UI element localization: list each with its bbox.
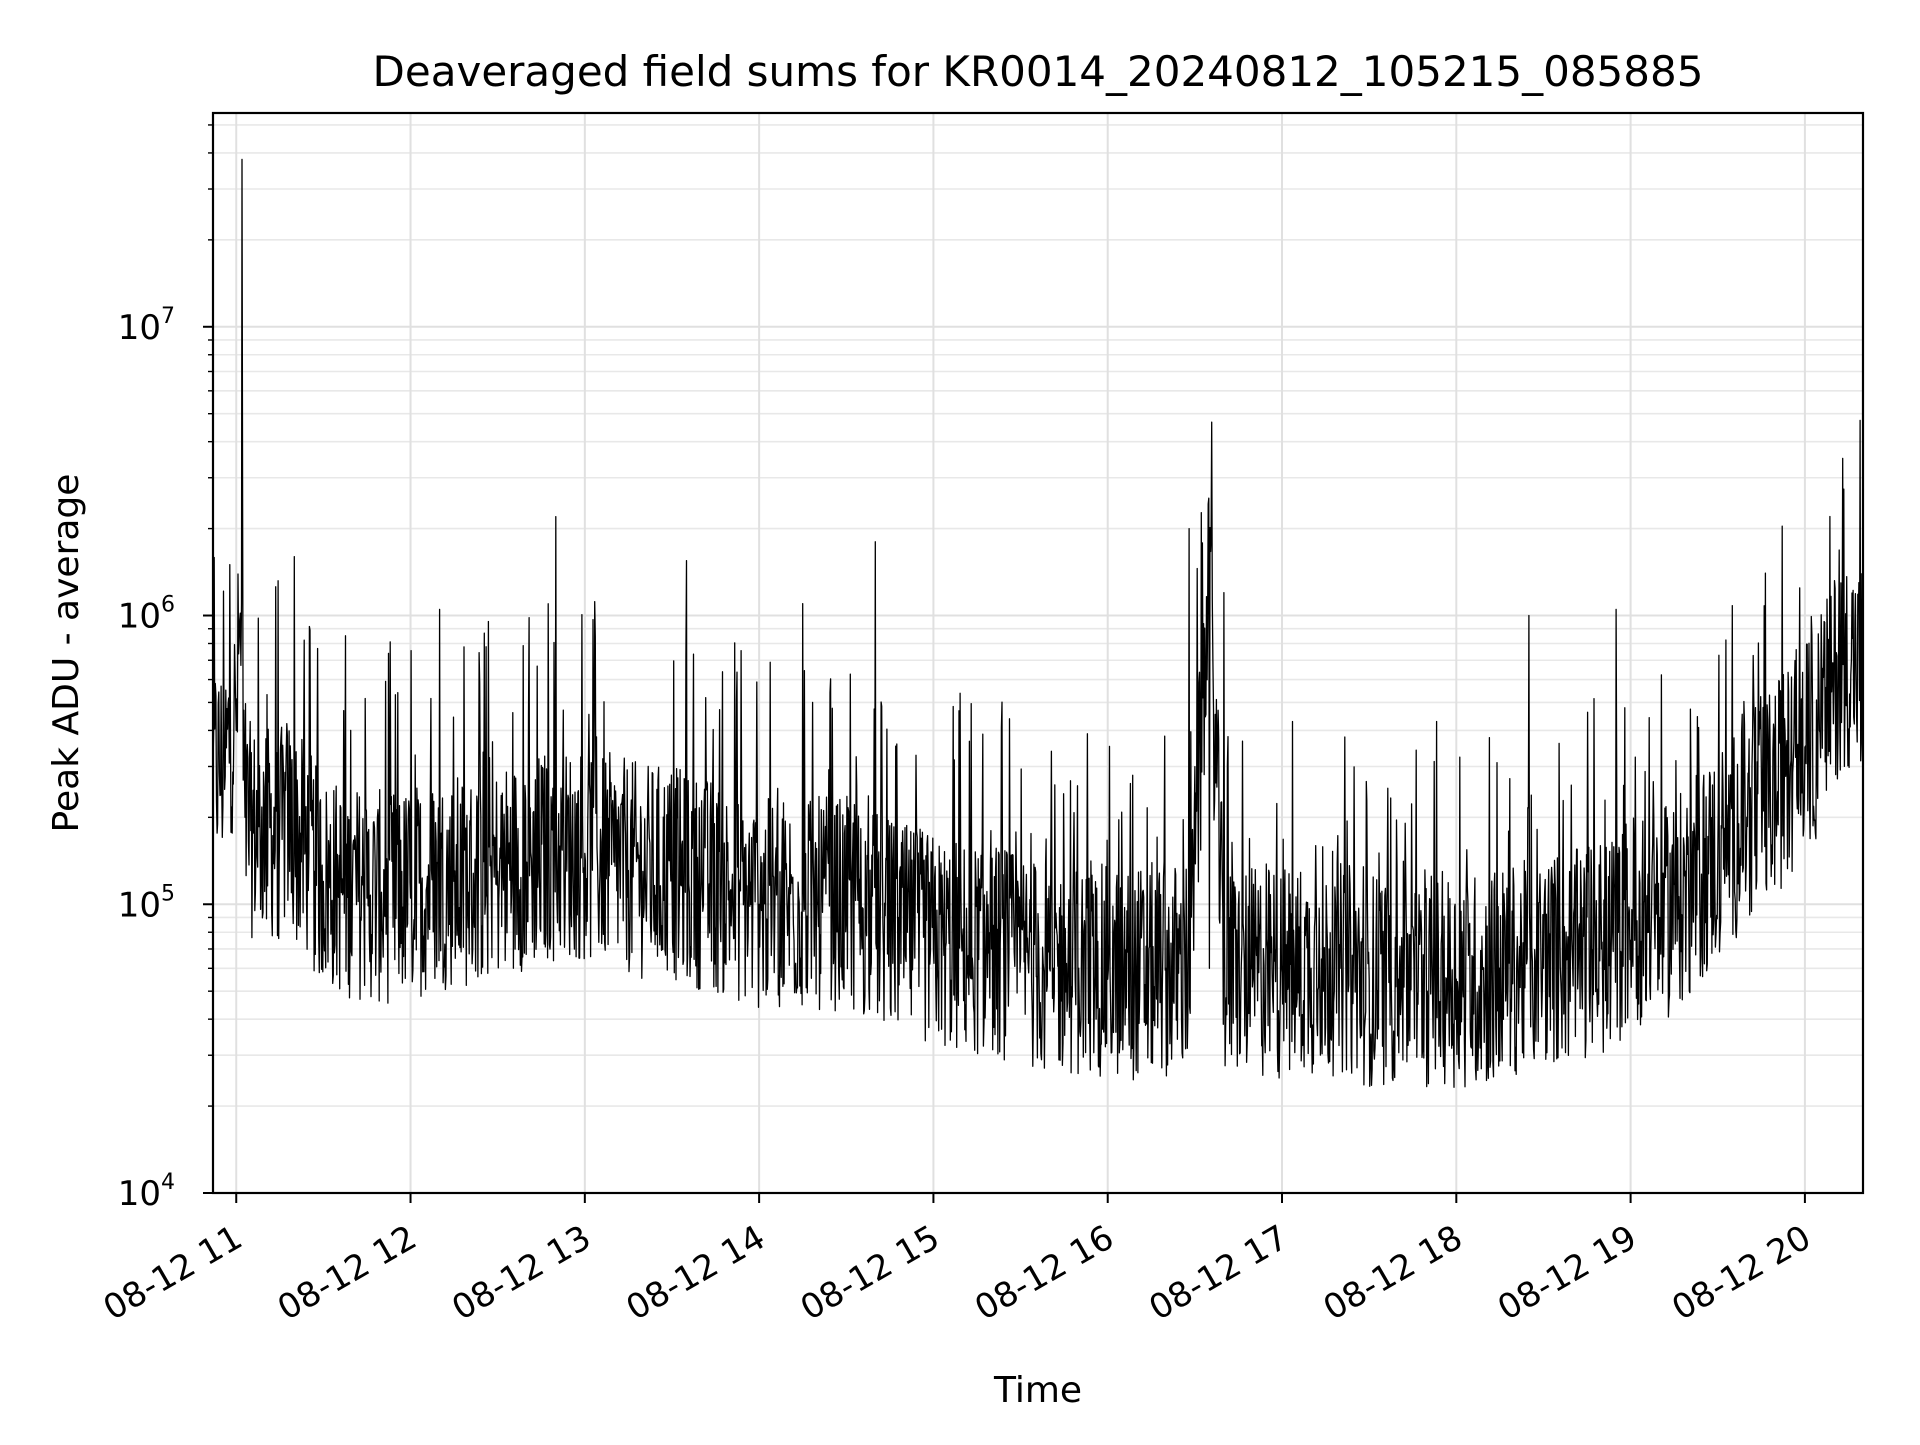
- y-tick-label: 107: [118, 304, 175, 348]
- series-line: [212, 158, 1864, 1088]
- plot-frame: [211, 111, 1865, 1195]
- y-axis-label: Peak ADU - average: [46, 474, 87, 833]
- y-tick-label: 104: [118, 1170, 175, 1214]
- y-tick-label: 106: [118, 593, 175, 637]
- series-layer: [212, 158, 1864, 1088]
- x-axis-label: Time: [993, 1370, 1082, 1411]
- chart-title: Deaveraged field sums for KR0014_2024081…: [373, 47, 1704, 96]
- y-tick-label: 105: [118, 881, 175, 925]
